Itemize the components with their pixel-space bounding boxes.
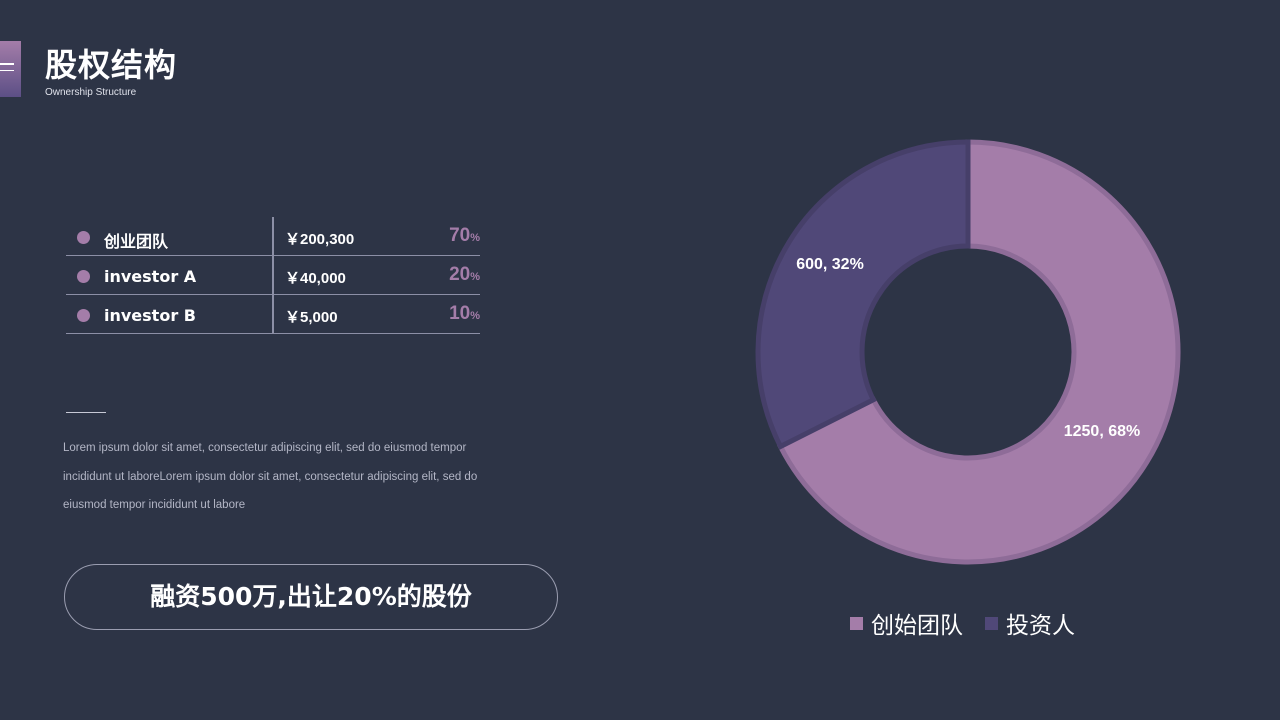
table-row: investor A ￥40,000 20% <box>66 256 480 295</box>
percent-value: 20 <box>449 264 471 285</box>
percent-unit: % <box>470 310 480 322</box>
donut-slice-founders <box>777 139 1181 565</box>
percent-value: 70 <box>449 225 471 246</box>
holder-amount: ￥40,000 <box>285 270 346 287</box>
section-divider <box>66 412 106 413</box>
page-subtitle: Ownership Structure <box>45 87 137 98</box>
bullet-dot-icon <box>77 231 90 244</box>
holder-name: investor A <box>104 267 197 286</box>
percent-unit: % <box>470 232 480 244</box>
page-title: 股权结构 <box>45 46 178 84</box>
donut-slice-investors <box>755 139 971 450</box>
holder-percent: 20% <box>449 264 480 286</box>
holder-name: investor B <box>104 306 196 325</box>
legend-swatch <box>850 616 863 630</box>
data-label: 1250, 68% <box>1064 423 1141 440</box>
data-label: 600, 32% <box>796 256 864 273</box>
description-text: Lorem ipsum dolor sit amet, consectetur … <box>63 442 478 511</box>
bullet-dot-icon <box>77 309 90 322</box>
legend-item-investors: 投资人 <box>985 606 1075 640</box>
table-row: investor B ￥5,000 10% <box>66 295 480 334</box>
holder-percent: 70% <box>449 225 480 247</box>
menu-icon[interactable] <box>0 63 14 73</box>
chart-legend: 创始团队 投资人 <box>850 606 1097 640</box>
percent-value: 10 <box>449 303 471 324</box>
holder-percent: 10% <box>449 303 480 325</box>
holder-name: 创业团队 <box>104 232 169 251</box>
accent-bar <box>0 41 21 97</box>
holder-amount: ￥200,300 <box>285 231 355 248</box>
bullet-dot-icon <box>77 270 90 283</box>
legend-label: 创始团队 <box>871 613 963 639</box>
legend-swatch <box>985 616 998 630</box>
holder-amount: ￥5,000 <box>285 309 338 326</box>
table-divider <box>272 217 274 334</box>
table-row: 创业团队 ￥200,300 70% <box>66 217 480 256</box>
legend-label: 投资人 <box>1006 613 1075 639</box>
percent-unit: % <box>470 271 480 283</box>
equity-table: 创业团队 ￥200,300 70% investor A ￥40,000 20%… <box>66 217 480 334</box>
legend-item-founders: 创始团队 <box>850 606 963 640</box>
funding-highlight-pill: 融资500万,出让20%的股份 <box>64 564 558 630</box>
donut-chart: 1250, 68% 600, 32% <box>755 139 1181 565</box>
